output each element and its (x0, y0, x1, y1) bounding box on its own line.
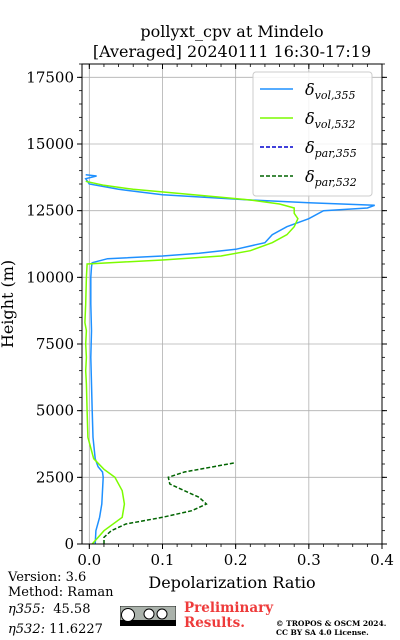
method-text: Method: Raman (8, 585, 114, 600)
x-tick-label: 0.4 (370, 551, 394, 569)
y-tick-label: 2500 (36, 468, 74, 486)
copyright-line-1: © TROPOS & OSCM 2024. (276, 619, 387, 628)
x-tick-label: 0.2 (224, 551, 248, 569)
copyright-line-2: CC BY SA 4.0 License. (276, 628, 369, 637)
legend-label-3: δpar,355 (305, 138, 357, 160)
y-axis-label: Height (m) (0, 260, 17, 348)
cc-license-icon (120, 606, 176, 626)
series-line-4 (103, 461, 236, 544)
eta355-value: 45.58 (53, 602, 91, 617)
legend-label-1: δvol,355 (305, 80, 356, 102)
preliminary-line-2: Results. (184, 615, 245, 631)
y-tick-label: 17500 (26, 68, 74, 86)
chart-subtitle: [Averaged] 20240111 16:30-17:19 (92, 42, 372, 61)
preliminary-note: Preliminary Results. (184, 601, 273, 631)
x-tick-label: 0.3 (297, 551, 321, 569)
eta532-row: η532: 11.6227 (8, 622, 103, 637)
eta532-label: η532: (8, 622, 45, 637)
y-tick-label: 0 (64, 535, 74, 553)
y-tick-label: 7500 (36, 335, 74, 353)
eta532-value: 11.6227 (49, 622, 103, 637)
x-axis-label: Depolarization Ratio (148, 573, 315, 592)
series-line-2 (84, 180, 299, 545)
eta355-label: η355: (8, 602, 45, 617)
y-tick-label: 15000 (26, 135, 74, 153)
legend-label-2: δvol,532 (305, 109, 356, 131)
version-text: Version: 3.6 (8, 570, 87, 585)
legend-box (252, 71, 373, 197)
x-tick-label: 0.1 (151, 551, 175, 569)
y-tick-label: 10000 (26, 268, 74, 286)
eta355-row: η355: 45.58 (8, 602, 90, 617)
preliminary-line-1: Preliminary (184, 600, 274, 616)
legend-label-4: δpar,532 (305, 167, 357, 189)
y-tick-label: 12500 (26, 202, 74, 220)
series-line-1 (84, 173, 375, 545)
y-tick-label: 5000 (36, 402, 74, 420)
x-tick-label: 0.0 (77, 551, 101, 569)
copyright-note: © TROPOS & OSCM 2024. CC BY SA 4.0 Licen… (276, 619, 386, 637)
chart-title: pollyxt_cpv at Mindelo (140, 22, 324, 41)
